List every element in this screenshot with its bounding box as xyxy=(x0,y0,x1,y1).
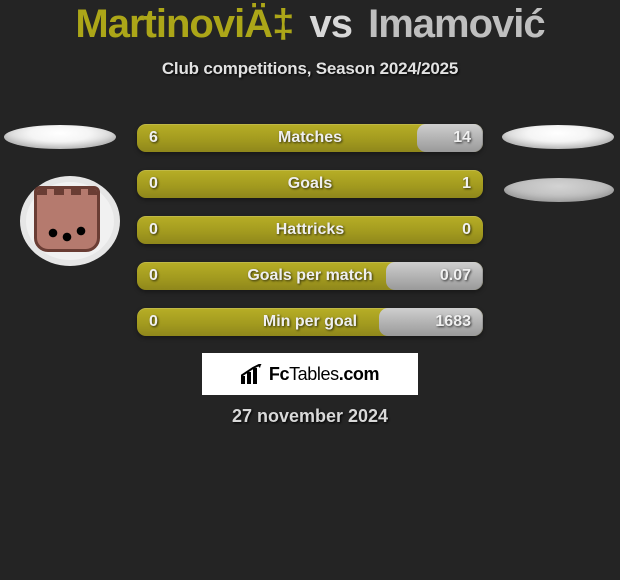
stat-label: Goals per match xyxy=(137,262,483,290)
stat-label: Matches xyxy=(137,124,483,152)
comparison-card: { "header": { "player1": "MartinoviÄ‡", … xyxy=(0,0,620,580)
player2-name: Imamović xyxy=(368,2,545,46)
subtitle: Club competitions, Season 2024/2025 xyxy=(0,59,620,79)
stat-value-right: 1 xyxy=(462,170,471,198)
brand-text-bold: Fc xyxy=(269,364,289,384)
brand-text-suffix: .com xyxy=(339,364,379,384)
stat-row: 0Goals1 xyxy=(137,170,483,198)
stat-row: 6Matches14 xyxy=(137,124,483,152)
stat-value-right: 0 xyxy=(462,216,471,244)
player1-photo-placeholder xyxy=(4,125,116,149)
vs-separator: vs xyxy=(309,2,352,46)
stat-label: Min per goal xyxy=(137,308,483,336)
player2-club-placeholder xyxy=(504,178,614,202)
snapshot-date: 27 november 2024 xyxy=(0,406,620,427)
stat-value-right: 14 xyxy=(453,124,471,152)
branding-badge: FcTables.com xyxy=(202,353,418,395)
brand-text-thin: Tables xyxy=(289,364,339,384)
bar-chart-icon xyxy=(241,364,263,384)
stats-list: 6Matches140Goals10Hattricks00Goals per m… xyxy=(137,124,483,354)
stat-row: 0Hattricks0 xyxy=(137,216,483,244)
stat-label: Goals xyxy=(137,170,483,198)
stat-value-right: 1683 xyxy=(435,308,471,336)
stat-label: Hattricks xyxy=(137,216,483,244)
stat-row: 0Goals per match0.07 xyxy=(137,262,483,290)
badge-shield-icon xyxy=(34,186,100,252)
player2-photo-placeholder xyxy=(502,125,614,149)
stat-row: 0Min per goal1683 xyxy=(137,308,483,336)
stat-value-right: 0.07 xyxy=(440,262,471,290)
player1-club-badge xyxy=(20,176,120,266)
page-title: MartinoviÄ‡ vs Imamović xyxy=(0,2,620,47)
player1-name: MartinoviÄ‡ xyxy=(75,2,293,46)
